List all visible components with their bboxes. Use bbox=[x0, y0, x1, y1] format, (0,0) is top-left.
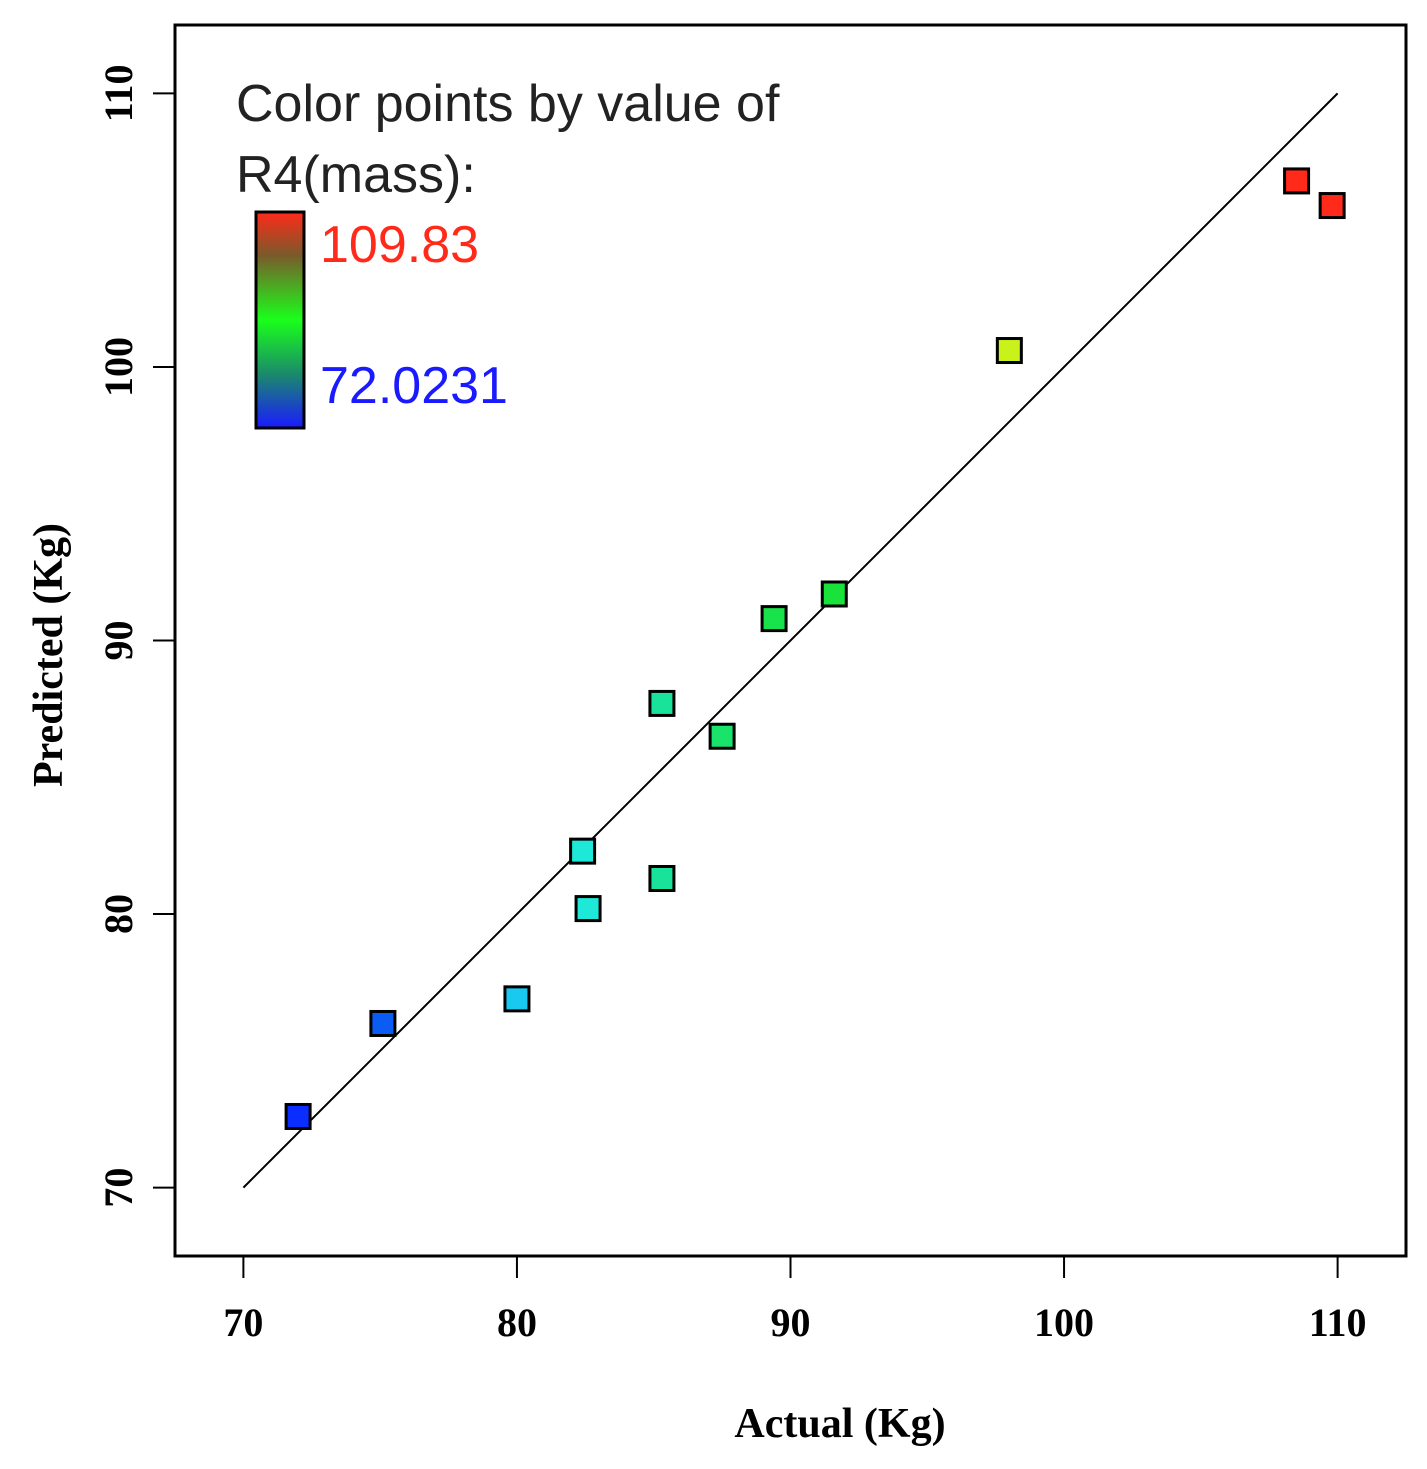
color-scale-bar bbox=[254, 210, 306, 430]
x-tick-label: 80 bbox=[497, 1300, 537, 1345]
x-tick-label: 110 bbox=[1309, 1300, 1367, 1345]
y-tick-label: 110 bbox=[96, 64, 141, 122]
reference-line bbox=[242, 92, 1339, 1189]
legend-title-line1: Color points by value of bbox=[236, 75, 780, 133]
data-point bbox=[569, 837, 597, 865]
data-point bbox=[369, 1009, 397, 1037]
data-point bbox=[648, 689, 676, 717]
data-point bbox=[284, 1102, 312, 1130]
data-point bbox=[1318, 192, 1346, 220]
data-point bbox=[760, 605, 788, 633]
x-tick-label: 90 bbox=[771, 1300, 811, 1345]
legend-min-value: 72.0231 bbox=[320, 357, 508, 415]
data-point bbox=[1283, 167, 1311, 195]
data-points bbox=[284, 167, 1346, 1130]
x-tick-label: 70 bbox=[223, 1300, 263, 1345]
legend-title-line2: R4(mass): bbox=[236, 146, 476, 204]
y-tick-label: 100 bbox=[96, 337, 141, 397]
y-tick-label: 70 bbox=[96, 1168, 141, 1208]
data-point bbox=[820, 580, 848, 608]
data-point bbox=[648, 864, 676, 892]
y-tick-label: 90 bbox=[96, 621, 141, 661]
x-axis-title: Actual (Kg) bbox=[734, 1401, 945, 1447]
data-point bbox=[574, 895, 602, 923]
legend-max-value: 109.83 bbox=[320, 216, 479, 274]
x-axis-ticks: 70 80 90 100 110 bbox=[223, 1256, 1367, 1345]
y-tick-label: 80 bbox=[96, 894, 141, 934]
reference-line-group bbox=[242, 92, 1339, 1189]
legend: Color points by value of R4(mass): 109.8… bbox=[236, 75, 780, 430]
x-tick-label: 100 bbox=[1034, 1300, 1094, 1345]
y-axis-ticks: 70 80 90 100 110 bbox=[96, 64, 175, 1208]
y-axis-title: Predicted (Kg) bbox=[26, 523, 72, 787]
data-point bbox=[503, 985, 531, 1013]
data-point bbox=[708, 722, 736, 750]
data-point bbox=[995, 337, 1023, 365]
